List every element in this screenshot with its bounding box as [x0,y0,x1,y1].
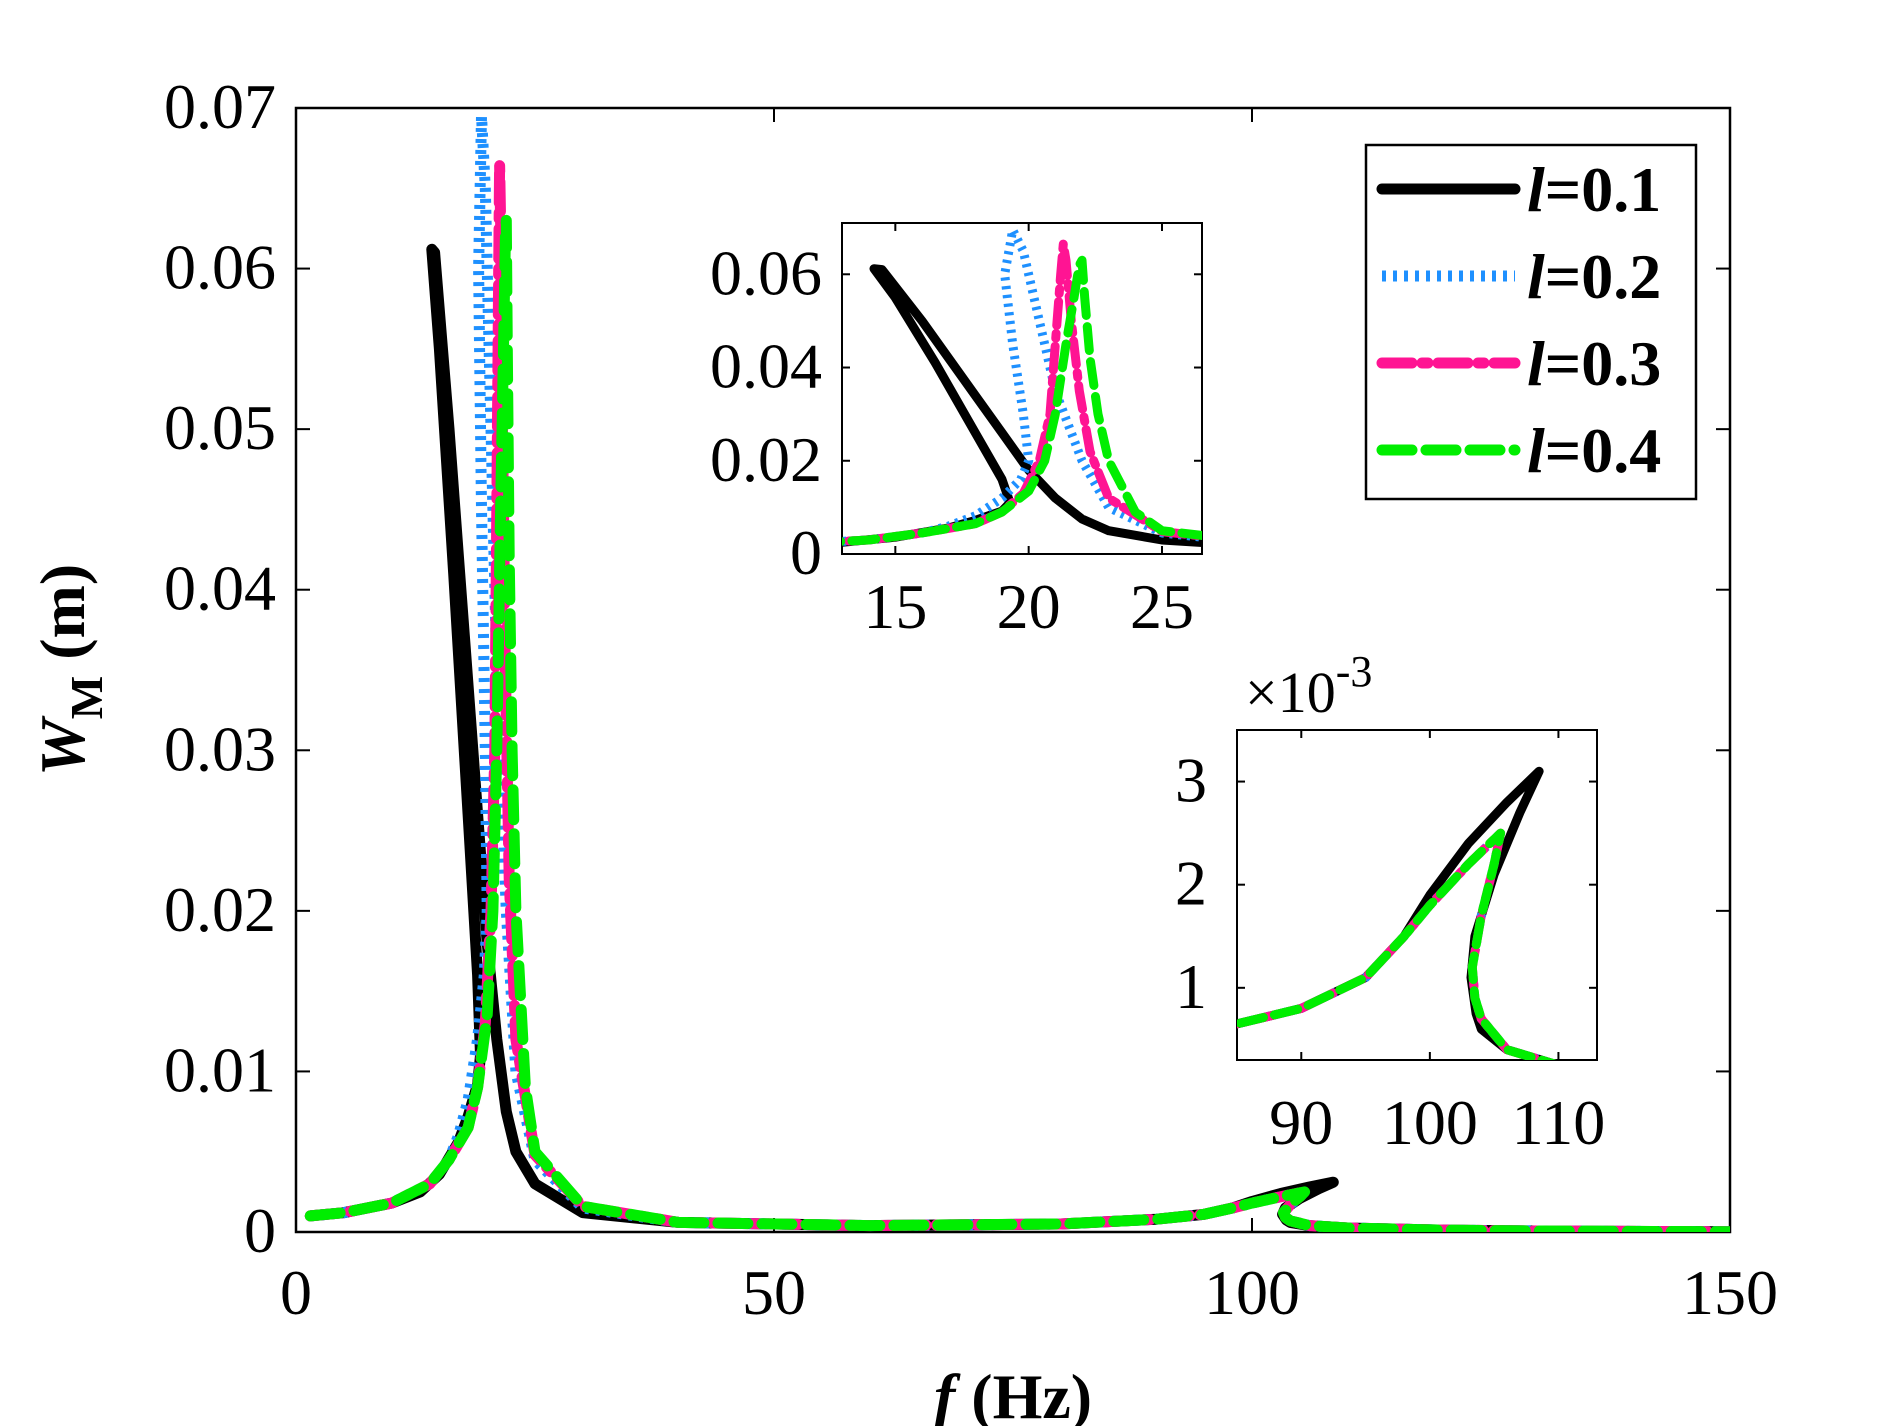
inset-high-ticks: 90 100 110 1 2 3 [1175,730,1605,1158]
legend-label-italic: l [1527,415,1545,486]
x-axis-label: f (Hz) [934,1361,1092,1426]
y-axis-label: WM (m) [27,564,112,776]
legend-label-italic: l [1527,154,1545,225]
legend-label-value: =0.2 [1545,241,1661,312]
x-tick-label: 150 [1682,1257,1778,1328]
legend-label-value: =0.1 [1545,154,1661,225]
inset-high-axes: 90 100 110 1 2 3 ×10-3 [1175,647,1605,1158]
y-tick-label: 1 [1175,951,1207,1022]
inset-high-scale-times: ×10 [1245,660,1336,725]
y-axis-label-unit: (m) [27,564,98,676]
legend-label: l=0.3 [1527,328,1661,399]
y-tick-label: 2 [1175,848,1207,919]
inset-low-plot-area [841,222,1203,555]
y-tick-label: 3 [1175,745,1207,816]
y-tick-label: 0.04 [164,553,276,624]
y-axis-label-subscript: M [61,676,112,719]
inset-low-series-group [842,225,1202,548]
legend-label: l=0.4 [1527,415,1661,486]
legend-label-value: =0.3 [1545,328,1661,399]
x-tick-label: 90 [1269,1087,1333,1158]
x-tick-label: 0 [280,1257,312,1328]
inset-high-scale-label: ×10-3 [1245,647,1372,725]
legend-label-value: =0.4 [1545,415,1661,486]
y-tick-label: 0 [790,517,822,588]
y-tick-label: 0.02 [710,424,822,495]
legend: l=0.1l=0.2l=0.3l=0.4 [1364,143,1698,501]
y-tick-label: 0.03 [164,713,276,784]
x-tick-label: 50 [742,1257,806,1328]
legend-label-italic: l [1527,328,1545,399]
inset-low-axes: 15 20 25 0 0.02 0.04 0.06 [710,222,1203,642]
main-series-group [304,110,1730,1232]
series-line-l04 [1237,828,1557,1060]
inset-high-scale-exponent: -3 [1336,647,1373,696]
y-tick-label: 0.04 [710,331,822,402]
series-line-l04 [304,214,1730,1232]
x-tick-label: 20 [997,571,1061,642]
y-tick-label: 0.06 [710,237,822,308]
x-tick-label: 110 [1512,1087,1606,1158]
legend-label: l=0.2 [1527,241,1661,312]
x-tick-label: 15 [863,571,927,642]
x-tick-label: 100 [1204,1257,1300,1328]
legend-label: l=0.1 [1527,154,1661,225]
y-tick-label: 0.02 [164,874,276,945]
y-tick-label: 0 [244,1195,276,1266]
y-tick-label: 0.07 [164,71,276,142]
y-tick-label: 0.06 [164,232,276,303]
legend-box [1364,143,1698,501]
x-tick-label: 100 [1382,1087,1478,1158]
y-axis-label-italic: W [27,715,98,776]
legend-entries: l=0.1l=0.2l=0.3l=0.4 [1376,154,1661,486]
legend-label-italic: l [1527,241,1545,312]
x-axis-label-unit: (Hz) [955,1361,1092,1426]
x-tick-label: 25 [1130,571,1194,642]
inset-high-series-group [1237,766,1557,1060]
y-tick-label: 0.01 [164,1034,276,1105]
y-tick-label: 0.05 [164,392,276,463]
inset-low-ticks: 15 20 25 0 0.02 0.04 0.06 [710,223,1202,642]
